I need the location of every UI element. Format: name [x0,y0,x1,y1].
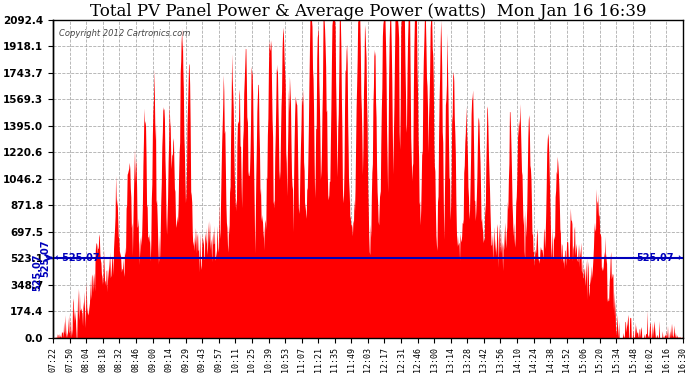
Text: ←525.07: ←525.07 [55,253,100,263]
Text: 525.07→: 525.07→ [636,253,682,263]
Text: 525.07: 525.07 [40,239,50,276]
Text: Copyright 2012 Cartronics.com: Copyright 2012 Cartronics.com [59,30,191,39]
Title: Total PV Panel Power & Average Power (watts)  Mon Jan 16 16:39: Total PV Panel Power & Average Power (wa… [90,3,646,20]
